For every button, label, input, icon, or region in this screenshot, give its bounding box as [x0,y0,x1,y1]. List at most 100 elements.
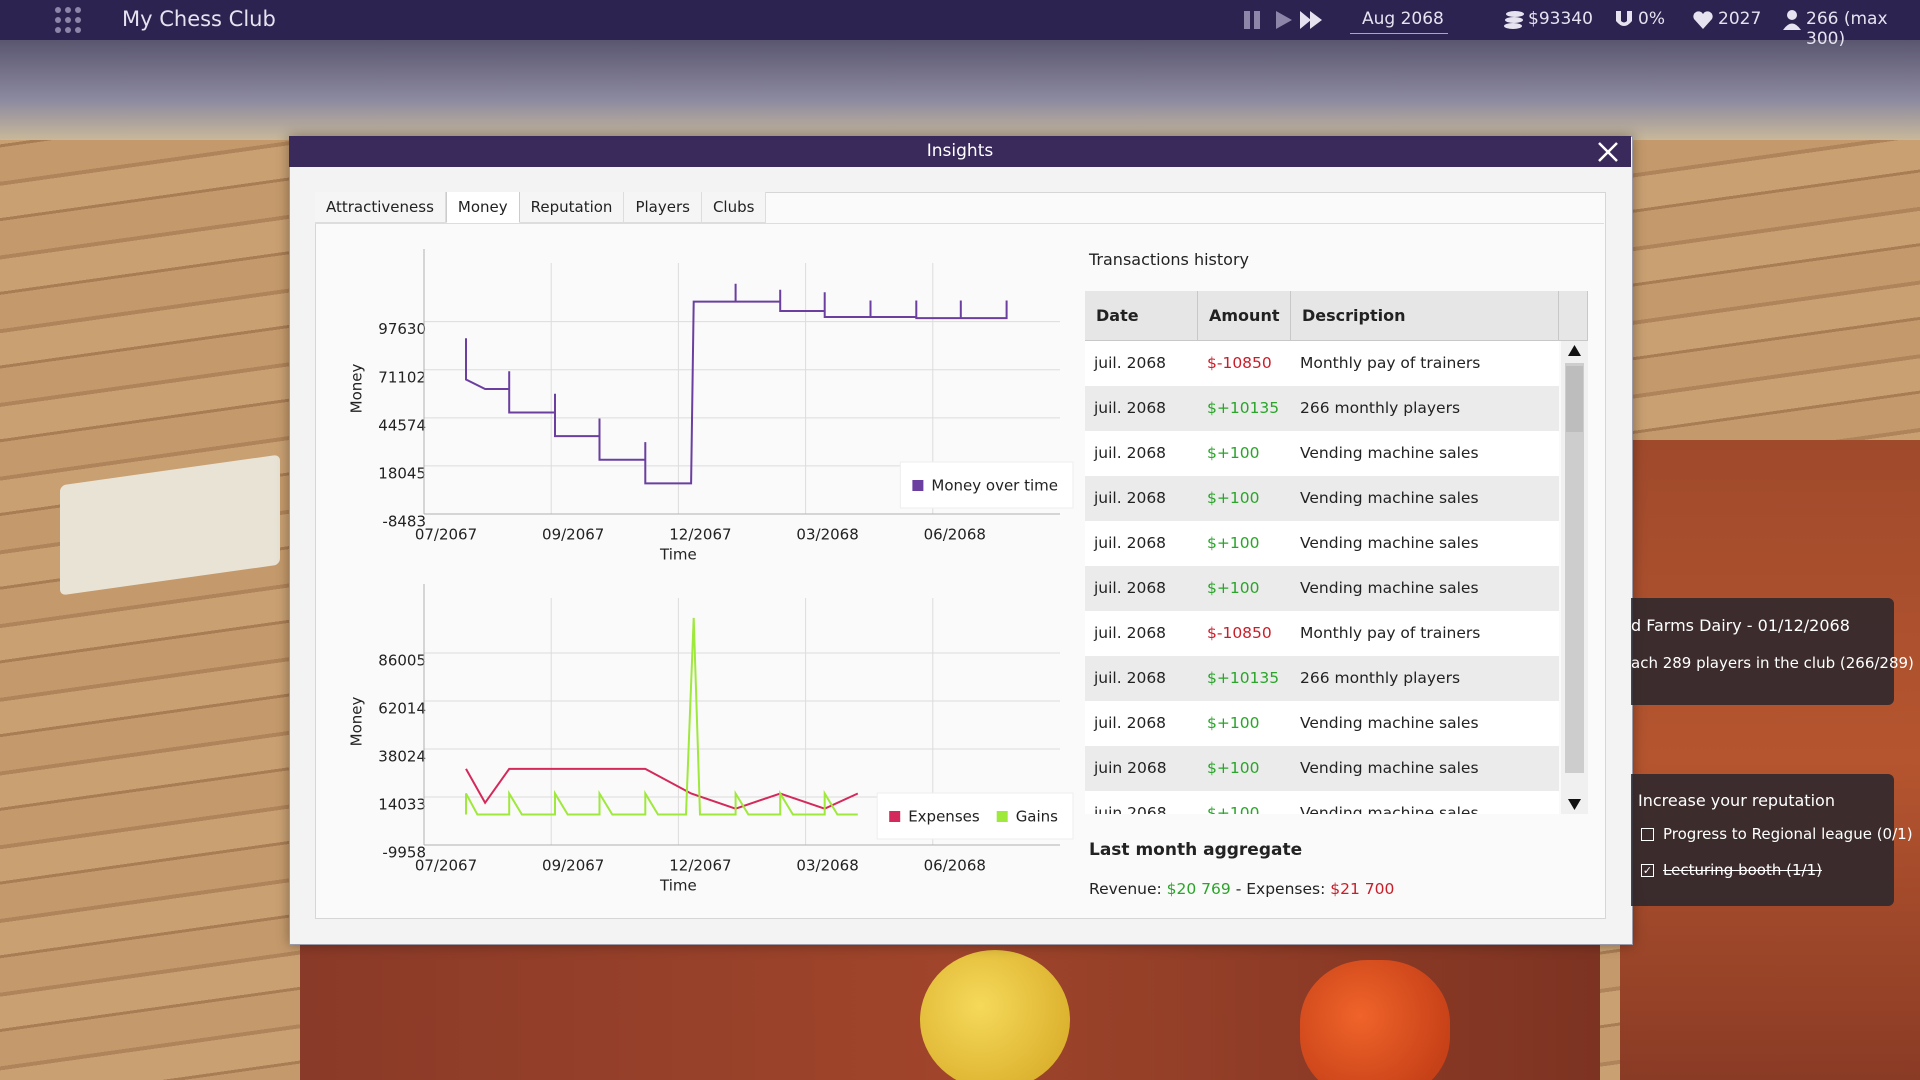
amount: $-10850 [1207,354,1272,372]
money-chart: -8483 18045 44574 71102 97630 07/2067 09/2067 1… [348,249,1074,564]
y-tick-label: 14033 [378,796,426,814]
speed-controls[interactable] [1244,10,1324,30]
y-tick-label: 38024 [378,748,426,766]
y-axis-label: Money [348,364,366,414]
date: juil. 2068 [1094,534,1167,552]
y-tick-label: -8483 [382,513,426,531]
date: juil. 2068 [1094,354,1167,372]
legend: Expenses Gains [876,792,1074,840]
expenses: $21 700 [1330,880,1395,898]
objective-item: Progress to Regional league (0/1) [1663,825,1913,843]
amount: $+100 [1207,714,1260,732]
description: Vending machine sales [1300,714,1479,732]
hype-icon [1616,11,1632,26]
legend-box [899,461,1074,509]
table-row: juil. 2068 $+100 Vending machine sales [1085,521,1559,566]
y-tick-label: 71102 [378,368,426,386]
column-header: Description [1291,291,1559,340]
table-row: juil. 2068 $-10850 Monthly pay of trainers [1085,341,1559,386]
objective-item: Lecturing booth (1/1) [1663,861,1822,879]
close-button[interactable] [1596,140,1620,164]
cashflow-chart: -9958 14033 38024 62014 86005 07/2067 09/2067 1… [348,584,1074,895]
description: Vending machine sales [1300,489,1479,507]
tab[interactable]: Attractiveness [315,192,446,223]
revenue: $20 769 [1166,880,1231,898]
x-tick-label: 09/2067 [542,526,604,544]
date: juin 2068 [1094,804,1167,814]
menu-icon[interactable] [54,6,82,34]
date: juil. 2068 [1094,669,1167,687]
legend-box [876,792,1074,840]
aggregate: Revenue: $20 769 - Expenses: $21 700 [1089,880,1394,898]
description: Vending machine sales [1300,759,1479,777]
legend-swatch [912,480,924,491]
description: Monthly pay of trainers [1300,624,1481,642]
x-tick-label: 07/2067 [415,526,477,544]
description: Vending machine sales [1300,804,1479,814]
scrollbar[interactable] [1561,341,1588,814]
legend-label: Money over time [931,477,1058,495]
table-row: juil. 2068 $+100 Vending machine sales [1085,701,1559,746]
description: Monthly pay of trainers [1300,354,1481,372]
date: juil. 2068 [1094,579,1167,597]
table-header: Date Amount Description [1085,291,1588,341]
tab-bar: Attractiveness Money Reputation Players Club… [315,192,767,223]
table-row: juil. 2068 $-10850 Monthly pay of trainers [1085,611,1559,656]
amount: $+100 [1207,489,1260,507]
table-body: juil. 2068 $-10850 Monthly pay of trainers… [1085,341,1559,814]
top-bar: My Chess Club Aug 2068 $93340 0% 2027 26… [0,0,1920,49]
tab[interactable]: Clubs [701,192,767,223]
date: juil. 2068 [1094,489,1167,507]
x-tick-label: 12/2067 [669,526,731,544]
description: Vending machine sales [1300,444,1479,462]
legend-label: Expenses [908,808,980,826]
players-icon [1783,10,1801,30]
y-tick-label: 18045 [378,464,426,482]
money-icon [1504,11,1524,29]
club-name: My Chess Club [122,7,276,31]
contract-goal: ach 289 players in the club (266/289) [1631,654,1914,672]
checkbox [1641,828,1654,841]
game-date[interactable]: Aug 2068 [1362,9,1444,29]
date: juin 2068 [1094,759,1167,777]
x-axis-label: Time [659,546,697,564]
x-tick-label: 06/2068 [924,857,986,875]
scene-beanbag [1300,960,1450,1080]
y-tick-label: 86005 [378,652,426,670]
table-row: juin 2068 $+100 Vending machine sales [1085,791,1559,814]
x-tick-label: 07/2067 [415,857,477,875]
column-header: Amount [1198,291,1291,340]
date: juil. 2068 [1094,444,1167,462]
expenses-label: - Expenses: [1235,880,1326,898]
legend-swatch [996,811,1008,822]
description: Vending machine sales [1300,579,1479,597]
contract-panel: d Farms Dairy - 01/12/2068 ach 289 playe… [1631,598,1914,705]
reputation: 2027 [1718,9,1762,29]
contract-title: d Farms Dairy - 01/12/2068 [1631,616,1850,635]
y-tick-label: 44574 [378,416,426,434]
tab[interactable]: Players [624,192,702,223]
date: juil. 2068 [1094,714,1167,732]
table-row: juil. 2068 $+100 Vending machine sales [1085,566,1559,611]
legend: Money over time [899,461,1074,509]
y-tick-label: 62014 [378,700,426,718]
table-row: juil. 2068 $+100 Vending machine sales [1085,431,1559,476]
money: $93340 [1528,9,1593,29]
tab[interactable]: Reputation [519,192,625,223]
objective-title: Increase your reputation [1638,791,1835,810]
x-tick-label: 12/2067 [669,857,731,875]
date-underline [1350,33,1448,34]
tab[interactable]: Money [445,192,520,223]
column-header: Date [1085,291,1198,340]
amount: $+10135 [1207,399,1280,417]
aggregate-title: Last month aggregate [1089,840,1303,860]
date: juil. 2068 [1094,399,1167,417]
hype: 0% [1638,9,1665,29]
table-row: juin 2068 $+100 Vending machine sales [1085,746,1559,791]
x-tick-label: 09/2067 [542,857,604,875]
x-tick-label: 03/2068 [796,857,858,875]
legend-label: Gains [1016,808,1058,826]
